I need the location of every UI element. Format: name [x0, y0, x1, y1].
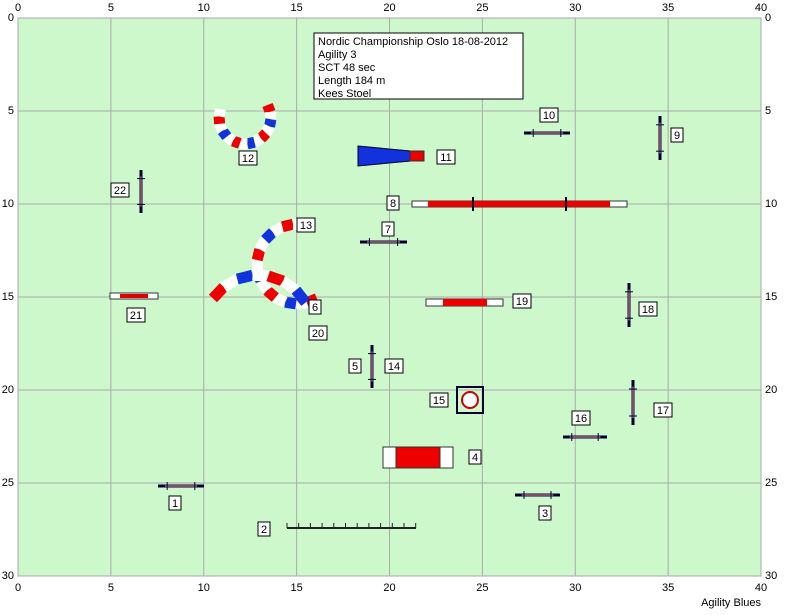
y-tick-label: 30: [765, 570, 777, 582]
tunnel-segment: [254, 139, 260, 143]
tunnel-segment: [270, 119, 271, 126]
info-line: Kees Stoel: [318, 88, 371, 100]
tunnel-segment: [285, 302, 296, 304]
x-tick-label: 5: [108, 2, 114, 14]
obstacle-label: 21: [130, 310, 142, 322]
tunnel-segment: [224, 279, 238, 287]
tunnel-segment: [261, 133, 266, 138]
obstacle-label: 7: [385, 224, 391, 236]
x-tick-label: 5: [108, 582, 114, 594]
info-line: Nordic Championship Oslo 18-08-2012: [318, 36, 508, 48]
obstacle-label: 2: [261, 524, 267, 536]
y-tick-label: 25: [765, 477, 777, 489]
y-tick-label: 0: [8, 12, 14, 24]
obstacle-label: 4: [472, 452, 478, 464]
tunnel-segment: [219, 116, 220, 123]
y-tick-label: 15: [2, 291, 14, 303]
tunnel-segment: [219, 109, 221, 116]
dog-walk-plank: [428, 201, 610, 207]
x-tick-label: 0: [15, 2, 21, 14]
info-line: Agility 3: [318, 49, 357, 61]
obstacle-label: 8: [390, 198, 396, 210]
tunnel-segment: [260, 240, 265, 250]
obstacle-label: 15: [433, 395, 445, 407]
y-tick-label: 5: [765, 105, 771, 117]
x-tick-label: 15: [291, 582, 303, 594]
tunnel-segment: [268, 105, 271, 112]
x-tick-label: 10: [198, 582, 210, 594]
obstacle-label: 11: [440, 152, 451, 164]
tunnel-segment: [296, 290, 306, 302]
tunnel-segment: [267, 290, 275, 297]
x-tick-label: 10: [198, 2, 210, 14]
y-tick-label: 20: [2, 384, 14, 396]
tunnel-segment: [220, 124, 223, 131]
obstacle-label: 3: [542, 508, 548, 520]
x-tick-label: 35: [662, 2, 674, 14]
obstacle-label: 16: [575, 413, 587, 425]
tunnel-segment: [273, 227, 283, 232]
y-tick-label: 15: [765, 291, 777, 303]
tunnel-segment: [265, 232, 273, 240]
obstacle-label: 20: [312, 328, 324, 340]
obstacle-label: 14: [388, 361, 400, 373]
tunnel-segment: [261, 281, 267, 290]
jump-bar: [120, 294, 148, 298]
obstacle-label: 18: [642, 304, 654, 316]
x-tick-label: 40: [755, 582, 767, 594]
x-tick-label: 30: [569, 2, 581, 14]
info-line: SCT 48 sec: [318, 62, 376, 74]
tunnel-segment: [266, 127, 269, 134]
tunnel-body: [396, 447, 440, 468]
x-tick-label: 30: [569, 582, 581, 594]
obstacle-label: 22: [114, 185, 126, 197]
tunnel-segment: [275, 298, 285, 303]
y-tick-label: 10: [765, 198, 777, 210]
tunnel-segment: [253, 275, 269, 276]
tunnel-segment: [233, 141, 240, 143]
x-tick-label: 20: [383, 582, 395, 594]
obstacle-label: 17: [657, 405, 669, 417]
y-tick-label: 10: [2, 198, 14, 210]
tunnel-segment: [213, 287, 224, 298]
tunnel-segment: [257, 249, 260, 260]
chute-entry: [410, 151, 424, 161]
obstacle-label: 13: [300, 220, 312, 232]
y-tick-label: 30: [2, 570, 14, 582]
x-tick-label: 35: [662, 582, 674, 594]
tunnel-segment: [227, 137, 233, 141]
obstacle-label: 9: [674, 130, 680, 142]
x-tick-label: 0: [15, 582, 21, 594]
y-tick-label: 5: [8, 105, 14, 117]
tunnel-segment: [247, 142, 254, 144]
tunnel-segment: [270, 112, 271, 119]
obstacle-label: 5: [352, 361, 358, 373]
tunnel-segment: [282, 224, 293, 227]
tunnel-segment: [237, 275, 252, 279]
obstacle-label: 19: [516, 296, 528, 308]
x-tick-label: 25: [476, 2, 488, 14]
footer: Agility Blues: [701, 597, 761, 609]
obstacle-label: 1: [172, 498, 178, 510]
obstacle-label: 10: [543, 110, 555, 122]
y-tick-label: 0: [765, 12, 771, 24]
info-line: Length 184 m: [318, 75, 385, 87]
tunnel-segment: [222, 131, 227, 137]
x-tick-label: 25: [476, 582, 488, 594]
table-top: [462, 392, 478, 408]
x-tick-label: 20: [383, 2, 395, 14]
tunnel-segment: [268, 276, 283, 281]
y-tick-label: 20: [765, 384, 777, 396]
seesaw-plank: [443, 299, 487, 306]
obstacle-label: 6: [312, 302, 318, 314]
y-tick-label: 25: [2, 477, 14, 489]
x-tick-label: 15: [291, 2, 303, 14]
obstacle-label: 12: [242, 153, 254, 165]
tunnel-segment: [283, 281, 296, 290]
